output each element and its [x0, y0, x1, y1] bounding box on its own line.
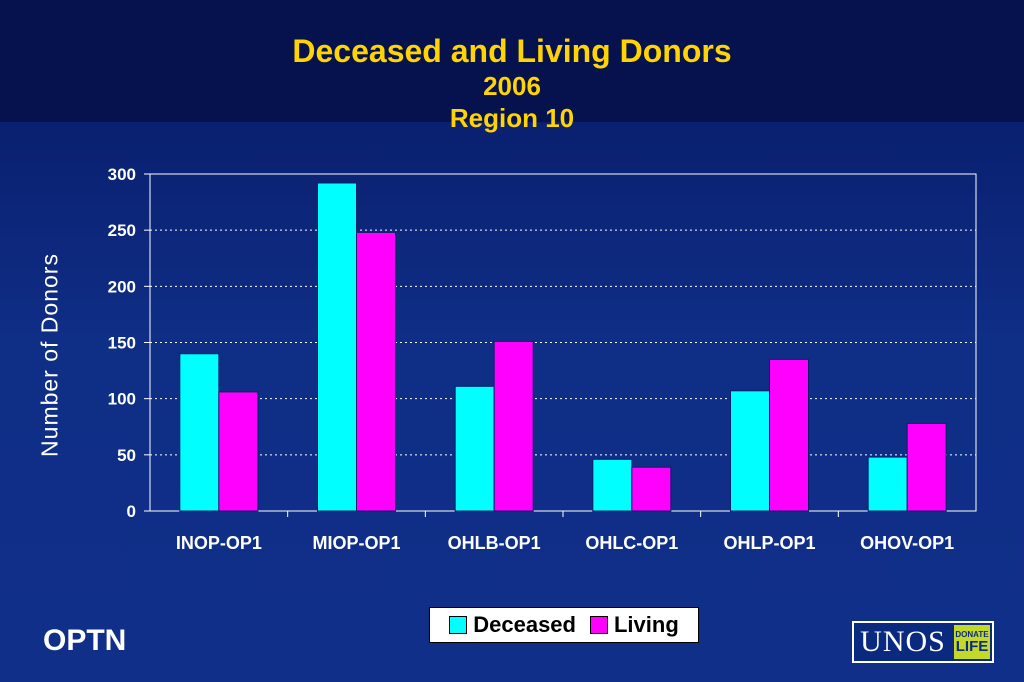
unos-logo: UNOS DONATE LIFE [852, 621, 994, 663]
header-band [0, 0, 1024, 122]
bar-living-ohlc-op1 [631, 466, 672, 512]
donate-life-line2: LIFE [955, 637, 989, 655]
chart-subtitle-region: Region 10 [449, 103, 575, 133]
chart-title: Deceased and Living Donors [292, 33, 732, 69]
bar-living-ohlp-op1 [769, 358, 809, 512]
chart-title-block: Deceased and Living Donors 2006 Region 1… [0, 32, 1024, 134]
x-tick-label: OHLC-OP1 [585, 533, 678, 553]
legend-swatch-living [589, 616, 608, 634]
legend-item-deceased: Deceased [449, 612, 576, 638]
legend-label-living: Living [613, 612, 679, 637]
bar-deceased-ohov-op1 [867, 456, 908, 512]
legend-item-living: Living [589, 612, 679, 638]
optn-logo-text: OPTN [43, 624, 127, 657]
bar-deceased-miop-op1 [317, 182, 357, 512]
y-tick-label: 300 [108, 165, 136, 184]
y-tick-label: 250 [108, 221, 136, 240]
bar-living-ohov-op1 [906, 422, 947, 512]
bar-living-inop-op1 [218, 391, 259, 512]
y-tick-label: 200 [108, 277, 136, 296]
bar-deceased-inop-op1 [179, 353, 220, 512]
x-tick-label: INOP-OP1 [176, 533, 262, 553]
y-tick-label: 0 [127, 502, 136, 521]
bar-living-miop-op1 [356, 231, 396, 512]
bar-deceased-ohlc-op1 [592, 458, 633, 512]
legend-label-deceased: Deceased [473, 612, 576, 637]
y-tick-label: 100 [108, 390, 136, 409]
x-tick-label: OHLB-OP1 [448, 533, 541, 553]
y-tick-label: 50 [117, 446, 136, 465]
x-tick-label: MIOP-OP1 [312, 533, 400, 553]
legend-swatch-deceased [449, 616, 468, 634]
bar-living-ohlb-op1 [493, 340, 534, 512]
y-tick-label: 150 [108, 334, 136, 353]
legend: Deceased Living [429, 607, 699, 643]
chart-subtitle-year: 2006 [483, 71, 541, 101]
bar-deceased-ohlp-op1 [730, 390, 770, 512]
donate-life-badge: DONATE LIFE [954, 625, 990, 659]
unos-logo-text: UNOS [860, 625, 946, 658]
x-tick-label: OHLP-OP1 [723, 533, 815, 553]
bar-deceased-ohlb-op1 [454, 385, 495, 512]
donate-life-line1: DONATE [955, 629, 989, 639]
plot-area-frame [149, 173, 977, 512]
x-tick-label: OHOV-OP1 [860, 533, 954, 553]
